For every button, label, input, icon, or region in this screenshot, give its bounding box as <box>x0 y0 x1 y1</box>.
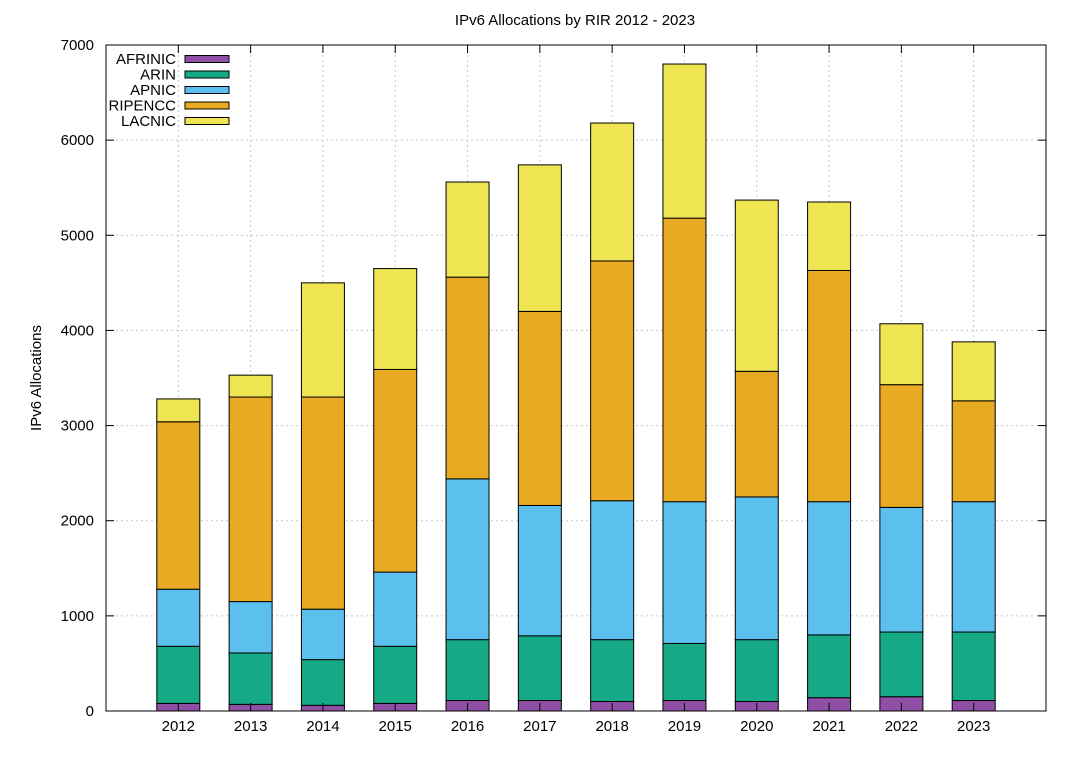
x-tick-label: 2012 <box>162 718 195 735</box>
y-tick-label: 3000 <box>61 418 94 435</box>
bar-segment-apnic-2023 <box>951 501 996 633</box>
bar-segment-arin-2017 <box>517 635 562 702</box>
bar-segment-arin-2023 <box>951 631 996 702</box>
bars-layer <box>156 63 996 712</box>
bar-segment-lacnic-2014 <box>300 282 345 398</box>
bar-segment-arin-2018 <box>590 639 635 702</box>
bar-segment-lacnic-2022 <box>879 323 924 386</box>
bar-segment-apnic-2014 <box>300 608 345 661</box>
y-tick-label: 7000 <box>61 37 94 54</box>
y-tick-label: 5000 <box>61 227 94 244</box>
legend-label-ripencc: RIPENCC <box>108 98 176 115</box>
bar-segment-ripencc-2017 <box>517 310 562 506</box>
bar-segment-apnic-2015 <box>373 571 418 647</box>
bar-segment-lacnic-2023 <box>951 341 996 402</box>
y-tick-label: 4000 <box>61 322 94 339</box>
x-tick-label: 2018 <box>595 718 628 735</box>
x-tick-label: 2021 <box>812 718 845 735</box>
x-tick-label: 2015 <box>379 718 412 735</box>
x-tick-label: 2013 <box>234 718 267 735</box>
plot-frame <box>105 44 1047 712</box>
y-tick-label: 2000 <box>61 513 94 530</box>
bar-segment-arin-2019 <box>662 642 707 702</box>
bar-segment-ripencc-2022 <box>879 384 924 508</box>
y-tick-label: 1000 <box>61 608 94 625</box>
bar-segment-ripencc-2013 <box>228 396 273 603</box>
legend-swatch-ripencc <box>184 101 230 110</box>
bar-segment-ripencc-2016 <box>445 276 490 480</box>
y-axis-title: IPv6 Allocations <box>28 325 45 431</box>
bar-segment-apnic-2017 <box>517 504 562 637</box>
bar-segment-lacnic-2013 <box>228 374 273 398</box>
chart-title: IPv6 Allocations by RIR 2012 - 2023 <box>455 12 695 29</box>
legend-swatch-lacnic <box>184 117 230 125</box>
bar-segment-apnic-2018 <box>590 500 635 641</box>
ticks-layer: 0 1000 2000 3000 4000 5000 6000 7000 2012 2013 201… <box>61 37 1046 735</box>
x-tick-label: 2019 <box>668 718 701 735</box>
bar-segment-arin-2014 <box>300 659 345 706</box>
legend-swatch-arin <box>184 70 230 79</box>
bar-segment-lacnic-2017 <box>517 164 562 312</box>
bar-segment-ripencc-2014 <box>300 396 345 610</box>
bar-segment-arin-2013 <box>228 652 273 705</box>
bar-segment-ripencc-2015 <box>373 368 418 573</box>
x-tick-label: 2014 <box>306 718 339 735</box>
bar-segment-lacnic-2012 <box>156 398 201 423</box>
bar-segment-arin-2015 <box>373 645 418 704</box>
y-tick-label: 6000 <box>61 132 94 149</box>
legend-swatch-apnic <box>184 86 230 94</box>
bar-segment-apnic-2021 <box>807 501 852 636</box>
bar-segment-lacnic-2019 <box>662 63 707 219</box>
bar-segment-arin-2016 <box>445 639 490 702</box>
bar-segment-ripencc-2021 <box>807 269 852 503</box>
bar-segment-apnic-2020 <box>734 496 779 641</box>
bar-segment-arin-2020 <box>734 639 779 702</box>
bar-segment-lacnic-2016 <box>445 181 490 278</box>
bar-segment-arin-2022 <box>879 631 924 698</box>
x-tick-label: 2016 <box>451 718 484 735</box>
x-tick-label: 2023 <box>957 718 990 735</box>
bar-segment-ripencc-2023 <box>951 400 996 503</box>
legend-swatch-afrinic <box>184 55 230 63</box>
bar-segment-lacnic-2020 <box>734 199 779 372</box>
bar-segment-arin-2012 <box>156 645 201 704</box>
x-tick-label: 2020 <box>740 718 773 735</box>
legend-label-lacnic: LACNIC <box>121 113 176 130</box>
bar-segment-lacnic-2018 <box>590 122 635 262</box>
bar-segment-ripencc-2019 <box>662 217 707 503</box>
legend-label-afrinic: AFRINIC <box>116 51 176 68</box>
bar-segment-apnic-2016 <box>445 478 490 641</box>
x-tick-label: 2017 <box>523 718 556 735</box>
bar-segment-apnic-2022 <box>879 506 924 633</box>
legend-label-arin: ARIN <box>140 67 176 84</box>
bar-segment-lacnic-2015 <box>373 268 418 370</box>
bar-segment-ripencc-2012 <box>156 421 201 590</box>
bar-segment-ripencc-2020 <box>734 370 779 498</box>
bar-segment-apnic-2013 <box>228 601 273 654</box>
bar-segment-apnic-2012 <box>156 588 201 647</box>
bar-segment-apnic-2019 <box>662 501 707 644</box>
bar-segment-arin-2021 <box>807 634 852 699</box>
x-tick-label: 2022 <box>885 718 918 735</box>
bar-segment-ripencc-2018 <box>590 260 635 502</box>
bar-segment-lacnic-2021 <box>807 201 852 271</box>
legend-label-apnic: APNIC <box>130 82 176 99</box>
y-tick-label: 0 <box>86 703 94 720</box>
